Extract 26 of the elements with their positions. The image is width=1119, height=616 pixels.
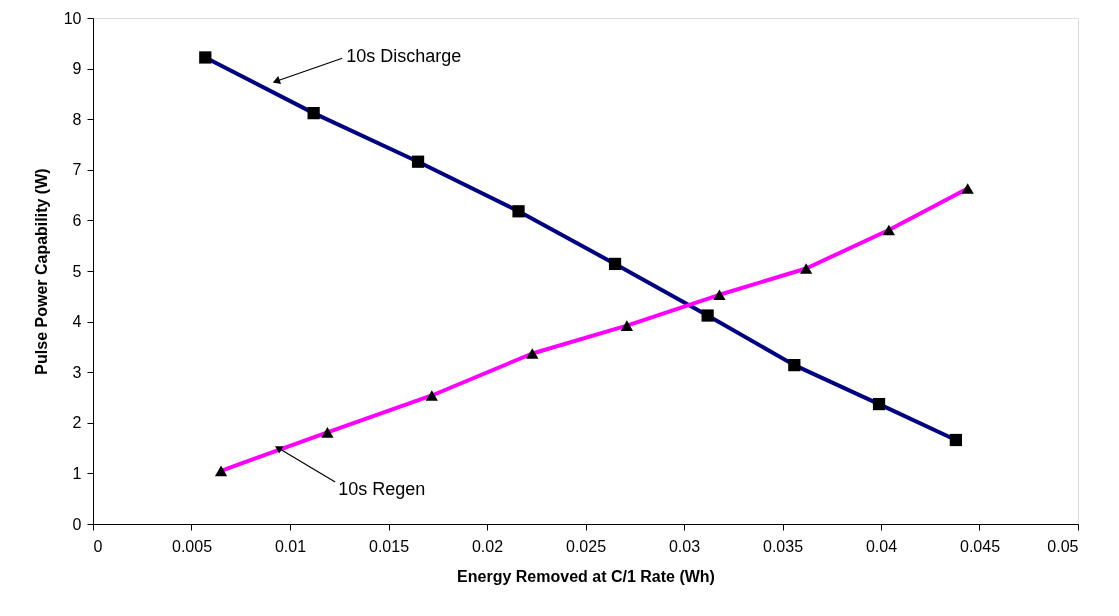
x-tick-label: 0.03 bbox=[668, 537, 701, 555]
x-tick-label: 0.035 bbox=[762, 537, 804, 555]
y-tick-label: 5 bbox=[72, 262, 82, 280]
y-axis-title: Pulse Power Capability (W) bbox=[32, 168, 50, 375]
y-tick-label: 6 bbox=[72, 211, 82, 229]
y-tick-label: 3 bbox=[72, 363, 82, 381]
y-tick-label: 10 bbox=[63, 9, 82, 27]
y-tick-label: 8 bbox=[72, 110, 82, 128]
y-tick-label: 7 bbox=[72, 161, 82, 179]
x-tick-label: 0.015 bbox=[368, 537, 410, 555]
x-tick-label: 0.045 bbox=[959, 537, 1001, 555]
y-tick-label: 2 bbox=[72, 414, 82, 432]
annotation: 10s Discharge bbox=[346, 46, 462, 67]
y-tick-label: 1 bbox=[72, 464, 82, 482]
y-tick-label: 9 bbox=[72, 60, 82, 78]
x-tick-label: 0.05 bbox=[1047, 537, 1079, 555]
annotation: 10s Regen bbox=[338, 479, 426, 500]
x-tick-label: 0.01 bbox=[274, 537, 307, 555]
y-tick-label: 0 bbox=[72, 515, 82, 533]
x-tick-label: 0.02 bbox=[471, 537, 504, 555]
x-axis-title: Energy Removed at C/1 Rate (Wh) bbox=[457, 567, 715, 585]
x-tick-label: 0.04 bbox=[865, 537, 898, 555]
x-tick-label: 0 bbox=[93, 537, 103, 555]
y-tick-label: 4 bbox=[72, 313, 82, 331]
x-tick-label: 0.005 bbox=[171, 537, 213, 555]
x-tick-label: 0.025 bbox=[565, 537, 607, 555]
